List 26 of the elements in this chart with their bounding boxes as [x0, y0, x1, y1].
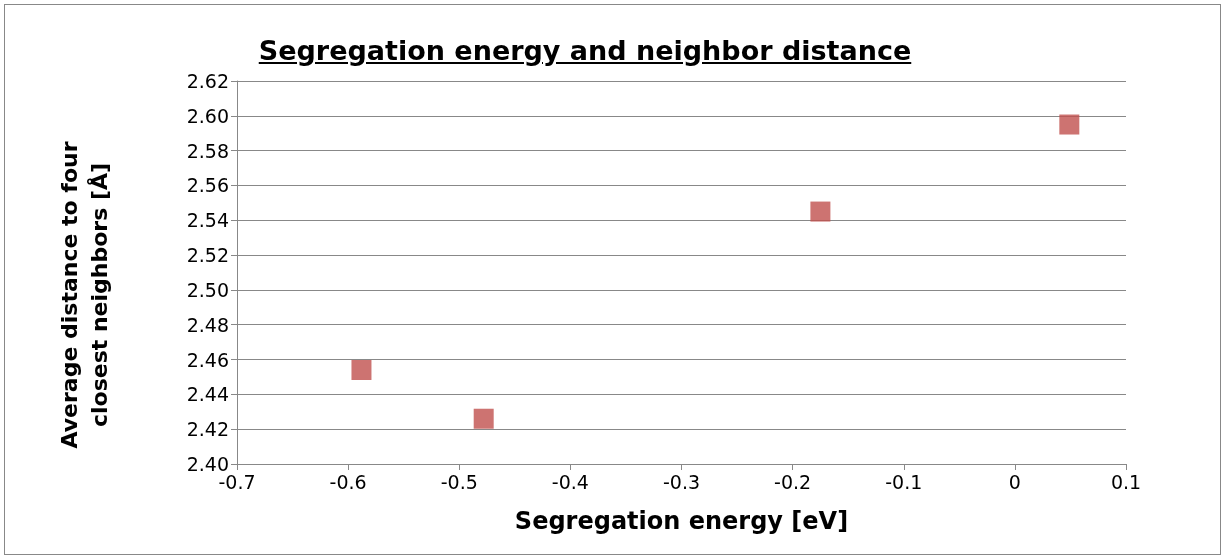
x-axis-title: Segregation energy [eV] [514, 507, 849, 535]
y-tick-label: 2.58 [186, 139, 229, 162]
y-tick-label: 2.56 [186, 174, 229, 197]
chart-title: Segregation energy and neighbor distance [257, 35, 913, 66]
x-tick-label: -0.3 [662, 470, 701, 493]
x-tick-label: -0.1 [885, 470, 923, 493]
y-tick-label: 2.60 [186, 104, 229, 127]
x-tick-label: -0.4 [551, 470, 589, 493]
point [1059, 114, 1080, 135]
point [810, 201, 831, 222]
x-tick-label: 0 [1008, 470, 1021, 493]
point [473, 408, 494, 429]
y-axis-title: Average distance to four closest neighbors [Å] [56, 140, 113, 451]
y-tick-label: 2.54 [186, 209, 229, 232]
y-tick-label: 2.42 [186, 418, 229, 441]
y-tick-label: 2.50 [186, 278, 229, 301]
x-tick-label: -0.6 [329, 470, 367, 493]
x-tick-label: -0.5 [440, 470, 478, 493]
y-tick-label: 2.46 [186, 348, 229, 371]
y-tick-label: 2.52 [186, 244, 229, 267]
x-tick-label: -0.2 [774, 470, 812, 493]
y-tick-label: 2.62 [186, 70, 229, 92]
y-tick-label: 2.44 [186, 383, 229, 406]
y-tick-label: 2.48 [186, 313, 229, 336]
x-tick-label: 0.1 [1110, 470, 1142, 493]
point [351, 359, 372, 380]
